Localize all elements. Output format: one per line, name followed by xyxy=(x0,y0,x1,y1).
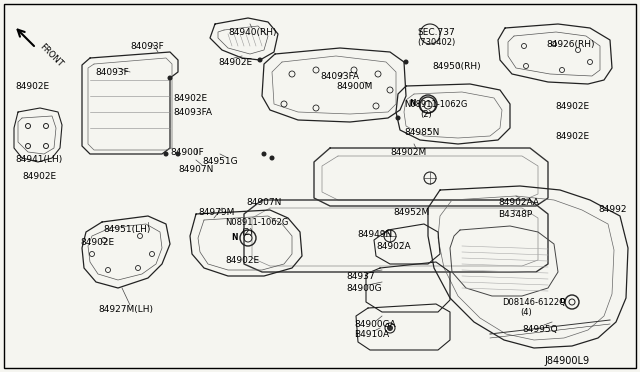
Text: B4910A: B4910A xyxy=(354,330,389,339)
Text: D08146-6122Q: D08146-6122Q xyxy=(502,298,566,307)
Text: N08911-1062G: N08911-1062G xyxy=(225,218,289,227)
Text: 84941(LH): 84941(LH) xyxy=(15,155,62,164)
Text: 84951G: 84951G xyxy=(202,157,237,166)
Text: 84985N: 84985N xyxy=(404,128,440,137)
Text: (2): (2) xyxy=(420,110,432,119)
Text: (730402): (730402) xyxy=(417,38,455,47)
Text: 84926(RH): 84926(RH) xyxy=(546,40,595,49)
Circle shape xyxy=(258,58,262,62)
Text: 84950(RH): 84950(RH) xyxy=(432,62,481,71)
Circle shape xyxy=(164,152,168,156)
Text: 84902E: 84902E xyxy=(173,94,207,103)
Circle shape xyxy=(404,60,408,64)
Text: 84937: 84937 xyxy=(346,272,374,281)
Text: 84902A: 84902A xyxy=(376,242,411,251)
Text: 84902E: 84902E xyxy=(225,256,259,265)
Text: D: D xyxy=(559,298,565,304)
Text: SEC.737: SEC.737 xyxy=(417,28,455,37)
Circle shape xyxy=(168,76,172,80)
Text: N08911-1062G: N08911-1062G xyxy=(404,100,467,109)
Text: 84902E: 84902E xyxy=(218,58,252,67)
Text: FRONT: FRONT xyxy=(38,42,65,69)
Text: 84093F: 84093F xyxy=(95,68,129,77)
Text: 84952M: 84952M xyxy=(393,208,429,217)
Circle shape xyxy=(270,156,274,160)
Text: 84093F: 84093F xyxy=(130,42,164,51)
Text: 84927M(LH): 84927M(LH) xyxy=(98,305,153,314)
Text: N: N xyxy=(410,99,416,109)
Circle shape xyxy=(396,116,400,120)
Circle shape xyxy=(262,152,266,156)
Text: 84093FA: 84093FA xyxy=(173,108,212,117)
Text: 84900G: 84900G xyxy=(346,284,381,293)
Text: 84951(LH): 84951(LH) xyxy=(103,225,150,234)
Text: J84900L9: J84900L9 xyxy=(544,356,589,366)
Text: 84093FA: 84093FA xyxy=(320,72,359,81)
Text: B4348P: B4348P xyxy=(498,210,532,219)
Text: 84900M: 84900M xyxy=(336,82,372,91)
Text: 84907N: 84907N xyxy=(246,198,282,207)
Text: 84949N: 84949N xyxy=(357,230,392,239)
Text: 84992: 84992 xyxy=(598,205,627,214)
Text: 84907N: 84907N xyxy=(178,165,213,174)
Text: 84995Q: 84995Q xyxy=(522,325,557,334)
Text: (2): (2) xyxy=(241,228,253,237)
Text: 84900F: 84900F xyxy=(170,148,204,157)
Text: 84900GA: 84900GA xyxy=(354,320,396,329)
Text: 84902E: 84902E xyxy=(15,82,49,91)
Text: (4): (4) xyxy=(520,308,532,317)
Text: 84902E: 84902E xyxy=(555,132,589,141)
Text: 84902M: 84902M xyxy=(390,148,426,157)
Circle shape xyxy=(387,326,392,330)
Circle shape xyxy=(176,152,180,156)
Text: 84979M: 84979M xyxy=(198,208,234,217)
Text: 84902E: 84902E xyxy=(22,172,56,181)
Text: 84902E: 84902E xyxy=(80,238,114,247)
Text: 84902E: 84902E xyxy=(555,102,589,111)
Text: N: N xyxy=(232,232,238,241)
Text: 84940(RH): 84940(RH) xyxy=(228,28,276,37)
Text: 84902AA: 84902AA xyxy=(498,198,539,207)
